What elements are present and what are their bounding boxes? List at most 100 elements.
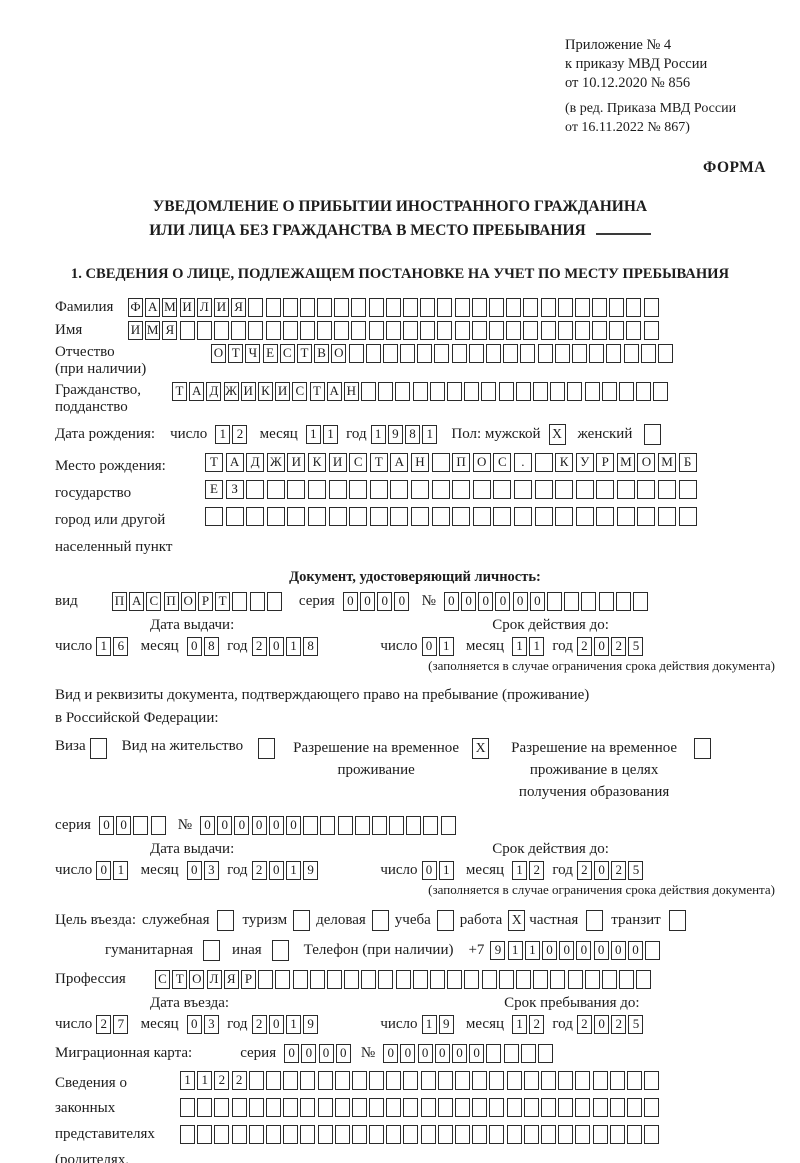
char-cell: 6 (113, 636, 129, 656)
char-cell (248, 1070, 264, 1090)
char-cell: 0 (610, 940, 626, 960)
char-cell (644, 1097, 660, 1117)
char-cell: 1 (96, 636, 112, 656)
char-cell (472, 1097, 488, 1117)
char-cell: 0 (421, 636, 437, 656)
residence-permit-checkbox (258, 738, 276, 760)
char-cell (368, 320, 384, 340)
char-cell (506, 1124, 522, 1144)
char-cell: Р (596, 452, 615, 472)
char-cell (369, 506, 388, 526)
char-cell: Д (246, 452, 265, 472)
char-cell (246, 506, 265, 526)
char-cell (540, 1097, 556, 1117)
purpose-study-checkbox (436, 909, 454, 931)
char-cell: 5 (628, 1014, 644, 1034)
char-cell (410, 479, 429, 499)
char-cell (609, 1124, 625, 1144)
char-cell (488, 297, 504, 317)
char-cell (584, 969, 600, 989)
day-label: число (170, 425, 208, 442)
char-cell: 0 (217, 815, 233, 835)
char-cell: 0 (495, 591, 511, 611)
char-cell: 2 (611, 860, 627, 880)
char-cell (609, 297, 625, 317)
char-cell: 0 (469, 1043, 485, 1063)
char-cell (317, 1097, 333, 1117)
char-cell (348, 343, 364, 363)
char-cell (644, 1070, 660, 1090)
purpose-tourism-checkbox (293, 909, 311, 931)
char-cell (464, 381, 480, 401)
char-cell: З (225, 479, 244, 499)
char-cell (540, 1124, 556, 1144)
patronymic-label: Отчество (при наличии) (55, 343, 147, 377)
char-cell: 1 (285, 860, 301, 880)
char-cell: 1 (438, 636, 454, 656)
residence-doc-options: Виза Вид на жительство Разрешение на вре… (55, 738, 775, 803)
char-cell (575, 479, 594, 499)
char-cell (596, 479, 615, 499)
char-cell: 2 (576, 636, 592, 656)
char-cell (197, 1124, 213, 1144)
char-cell: 9 (387, 424, 403, 444)
citizenship-label: Гражданство, подданство (55, 381, 142, 415)
char-cell: В (314, 343, 330, 363)
visa-label: Виза (55, 738, 86, 755)
char-cell: 1 (512, 860, 528, 880)
char-cell (498, 969, 514, 989)
char-cell: Н (343, 381, 359, 401)
char-cell: 0 (268, 860, 284, 880)
char-cell: Д (206, 381, 222, 401)
citizenship-sublabel: подданство (55, 398, 128, 415)
sex-female-label: женский (577, 425, 633, 442)
char-cell (452, 479, 471, 499)
char-cell (431, 506, 450, 526)
char-cell: 2 (96, 1014, 112, 1034)
char-cell: 1 (197, 1070, 213, 1090)
char-cell (403, 1070, 419, 1090)
page-title-line2: ИЛИ ЛИЦА БЕЗ ГРАЖДАНСТВА В МЕСТО ПРЕБЫВА… (0, 219, 800, 242)
char-cell (369, 1124, 385, 1144)
char-cell: А (225, 452, 244, 472)
char-cell: Р (197, 591, 213, 611)
char-cell: 0 (284, 1043, 300, 1063)
char-cell: 0 (576, 940, 592, 960)
char-cell: 0 (186, 636, 202, 656)
purpose-other-checkbox (271, 939, 289, 961)
visit-purpose-row: Цель въезда: служебная туризм деловая уч… (55, 909, 775, 931)
char-cell (214, 1097, 230, 1117)
char-cell (420, 320, 436, 340)
annex-line: от 10.12.2020 № 856 (565, 75, 691, 92)
char-cell (575, 1124, 591, 1144)
char-cell (351, 1097, 367, 1117)
char-cell (592, 1124, 608, 1144)
char-cell: Т (369, 452, 388, 472)
char-cell (300, 1097, 316, 1117)
char-cell: 0 (383, 1043, 399, 1063)
char-cell: 0 (594, 636, 610, 656)
char-cell: 1 (524, 940, 540, 960)
char-cell (390, 479, 409, 499)
char-cell: 0 (234, 815, 250, 835)
char-cell (623, 343, 639, 363)
temp-residence-edu-checkbox (694, 738, 712, 760)
char-cell: 0 (335, 1043, 351, 1063)
char-cell (550, 969, 566, 989)
given-name-label: Имя (55, 321, 83, 338)
char-cell (282, 320, 298, 340)
char-cell (515, 969, 531, 989)
annex-line: Приложение № 4 (565, 37, 672, 53)
